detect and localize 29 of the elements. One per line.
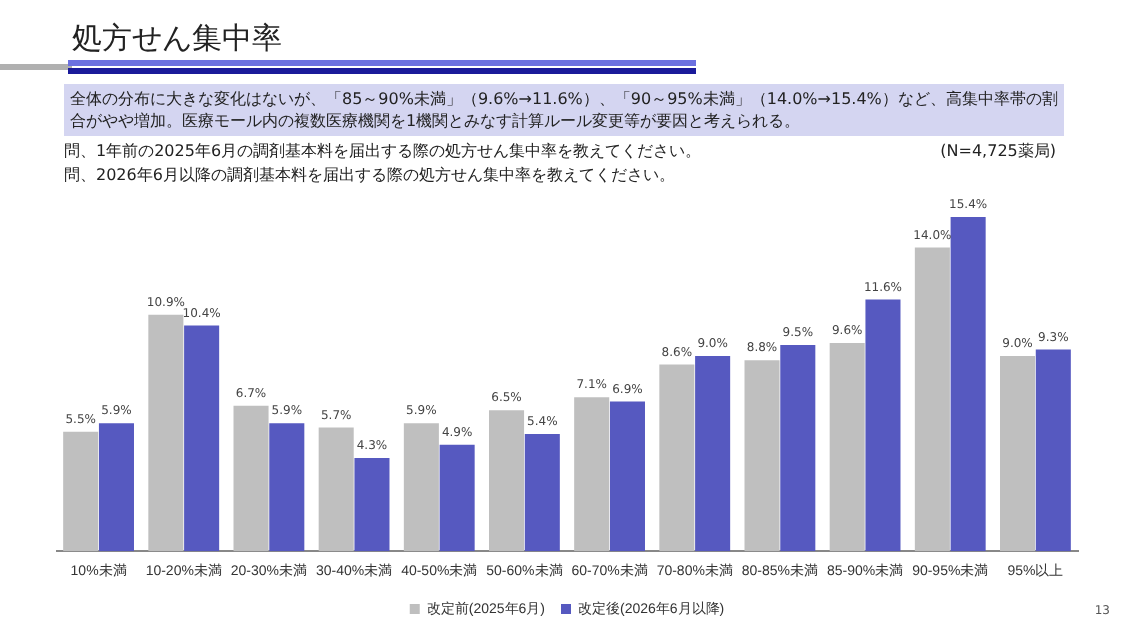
bar [609, 401, 645, 552]
bar [489, 410, 525, 552]
bar [865, 299, 901, 552]
text: 問、1年前の2025年6月の調剤基本料を届出する際の処方せん集中率を教えてください。 [64, 140, 702, 162]
text: (N=4,725薬局) [940, 140, 1056, 162]
bar [439, 444, 475, 552]
bar [354, 457, 390, 552]
text: 全体の分布に大きな変化はないが、「85～90%未満」（9.6%→11.6%）、「90～95%未満」（14.0%→15.4%）など、高集中率帯の割合がやや増加。医療モール内の複数医療機関を1機関とみなす計算ルール変更等が要因と考えられる。 [64, 84, 1064, 136]
bar [318, 427, 354, 552]
bar [829, 342, 865, 552]
bar [1000, 355, 1036, 552]
bar [233, 405, 269, 552]
bar [269, 423, 305, 552]
chart-title: 処方せん集中率 [72, 20, 282, 58]
bar [148, 314, 184, 552]
bar [695, 355, 731, 552]
bar [780, 345, 816, 552]
bar [914, 247, 950, 552]
bar [184, 325, 220, 552]
bar [744, 360, 780, 552]
bar [98, 423, 134, 552]
bar [1035, 349, 1071, 552]
bar [574, 397, 610, 552]
text: 問、2026年6月以降の調剤基本料を届出する際の処方せん集中率を教えてください。 [64, 164, 675, 186]
bar [659, 364, 695, 552]
bar [403, 423, 439, 552]
bar [950, 217, 986, 552]
bar [524, 434, 560, 552]
bar [63, 431, 99, 552]
